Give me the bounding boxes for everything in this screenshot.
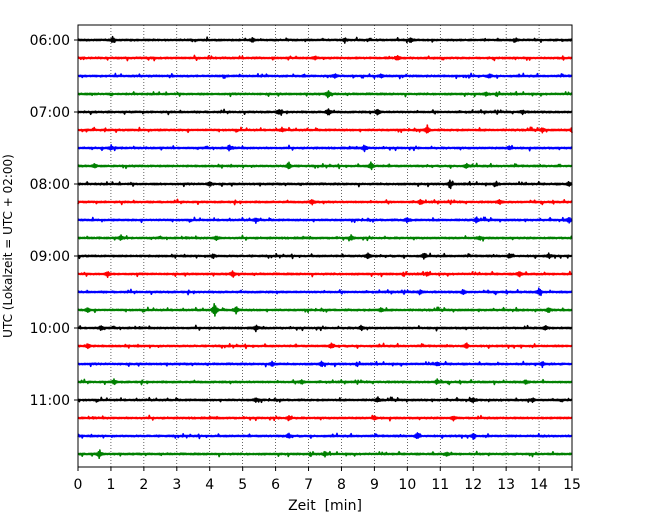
trace-line <box>77 198 573 206</box>
trace-line <box>77 324 573 333</box>
x-axis-label: Zeit [min] <box>288 498 362 514</box>
trace-line <box>77 342 573 350</box>
x-tick-label: 4 <box>205 477 214 493</box>
y-axis-ticks: 06:00 07:00 08:00 09:00 10:00 11:00 <box>30 33 78 409</box>
x-tick-label: 15 <box>563 477 581 493</box>
trace-line <box>77 303 573 317</box>
x-tick-label: 9 <box>370 477 379 493</box>
plot-frame <box>77 24 573 468</box>
trace-line <box>77 252 573 260</box>
x-tick-label: 8 <box>337 477 346 493</box>
y-tick-label: 09:00 <box>30 249 70 265</box>
x-tick-label: 1 <box>106 477 115 493</box>
trace-line <box>77 378 573 386</box>
y-tick-label: 11:00 <box>30 393 70 409</box>
trace-line <box>77 161 573 171</box>
trace-lines <box>77 35 573 460</box>
x-tick-label: 10 <box>398 477 416 493</box>
trace-line <box>77 414 573 422</box>
x-tick-label: 11 <box>431 477 449 493</box>
x-tick-label: 7 <box>304 477 313 493</box>
trace-line <box>77 432 573 440</box>
trace-line <box>77 108 573 116</box>
y-tick-label: 06:00 <box>30 33 70 49</box>
y-tick-label: 07:00 <box>30 105 70 121</box>
trace-line <box>77 360 573 369</box>
trace-line <box>77 287 573 297</box>
x-tick-label: 14 <box>530 477 548 493</box>
trace-line <box>77 270 573 279</box>
x-tick-label: 6 <box>271 477 280 493</box>
x-tick-label: 12 <box>464 477 482 493</box>
trace-line <box>77 90 573 99</box>
trace-line <box>77 179 573 190</box>
x-tick-label: 2 <box>139 477 148 493</box>
x-tick-label: 0 <box>74 477 83 493</box>
trace-line <box>77 124 573 134</box>
trace-line <box>77 216 573 224</box>
x-axis-ticks: 0 1 2 3 4 5 6 7 8 9 10 11 12 13 14 15 <box>74 467 581 493</box>
trace-line <box>77 72 573 80</box>
trace-line <box>77 396 573 404</box>
x-tick-label: 3 <box>172 477 181 493</box>
y-tick-label: 08:00 <box>30 177 70 193</box>
trace-line <box>77 35 573 44</box>
x-tick-label: 13 <box>497 477 515 493</box>
x-tick-label: 5 <box>238 477 247 493</box>
trace-line <box>77 54 573 62</box>
trace-line <box>77 449 573 460</box>
trace-line <box>77 144 573 153</box>
y-axis-label: UTC (Lokalzeit = UTC + 02:00) <box>1 154 15 338</box>
y-tick-label: 10:00 <box>30 321 70 337</box>
trace-line <box>77 234 573 242</box>
